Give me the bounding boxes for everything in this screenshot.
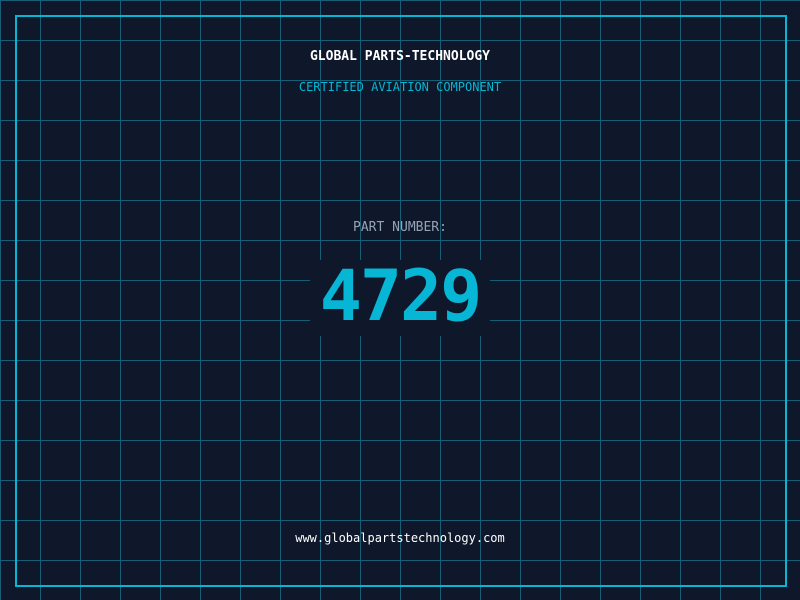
subtitle: CERTIFIED AVIATION COMPONENT	[298, 80, 502, 94]
part-number-label: PART NUMBER:	[353, 220, 447, 235]
website-url: www.globalpartstechnology.com	[295, 531, 505, 545]
part-number-value: 4729	[319, 255, 483, 337]
border-frame	[15, 15, 787, 587]
part-number-backdrop	[310, 260, 490, 336]
company-title: GLOBAL PARTS-TECHNOLOGY	[309, 49, 490, 64]
